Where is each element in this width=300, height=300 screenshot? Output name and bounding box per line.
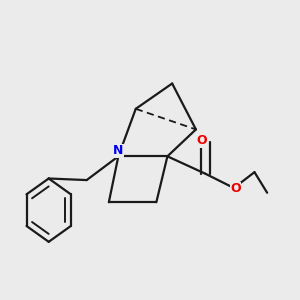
Text: O: O xyxy=(230,182,241,195)
Text: N: N xyxy=(113,144,124,157)
Text: O: O xyxy=(196,134,207,147)
